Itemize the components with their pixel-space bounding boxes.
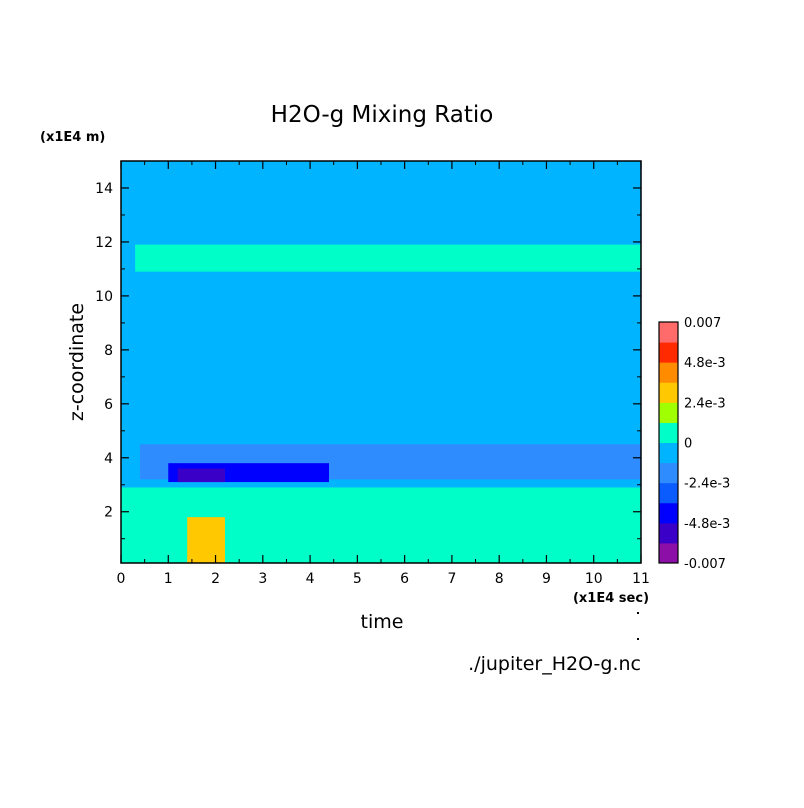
source-filename: ./jupiter_H2O-g.nc <box>468 653 641 675</box>
plot-area <box>120 160 642 564</box>
colorbar-label: -4.8e-3 <box>684 517 730 532</box>
x-tick-label: 6 <box>400 571 409 587</box>
colorbar-swatch <box>659 502 678 524</box>
x-tick-label: 0 <box>117 571 126 587</box>
colorbar-swatch <box>659 402 678 423</box>
colorbar-swatch <box>659 542 678 564</box>
colorbar-swatch <box>659 482 678 504</box>
y-axis-ticks: 2 4 6 8 10 12 14 <box>95 181 641 540</box>
colorbar-label: -0.007 <box>684 557 726 572</box>
colorbar-label: -2.4e-3 <box>684 477 730 492</box>
x-axis-label: time <box>361 611 404 633</box>
y-unit-label: (x1E4 m) <box>40 130 105 145</box>
x-tick-label: 11 <box>632 571 650 587</box>
x-tick-label: 7 <box>447 571 456 587</box>
field-region <box>187 517 225 563</box>
colorbar-swatch <box>659 362 678 383</box>
colorbar-swatch <box>659 462 678 484</box>
y-axis-label: z-coordinate <box>66 303 88 421</box>
colorbar: 0.007 4.8e-3 2.4e-3 0 -2.4e-3 -4.8e-3 -0.007 <box>658 316 730 572</box>
colorbar-label: 4.8e-3 <box>684 356 726 371</box>
y-tick-label: 2 <box>104 505 113 521</box>
colorbar-swatch <box>659 342 678 363</box>
y-tick-label: 6 <box>104 397 113 413</box>
x-tick-label: 10 <box>585 571 603 587</box>
x-tick-label: 1 <box>164 571 173 587</box>
y-tick-label: 4 <box>104 451 113 467</box>
colorbar-swatch <box>659 422 678 443</box>
colorbar-swatch <box>659 382 678 403</box>
colorbar-label: 2.4e-3 <box>684 396 726 411</box>
colorbar-swatch <box>659 442 678 464</box>
y-tick-label: 14 <box>95 181 113 197</box>
x-unit-label: (x1E4 sec) <box>573 591 649 606</box>
chart-title: H2O-g Mixing Ratio <box>271 102 494 128</box>
stray-marks <box>637 612 639 640</box>
x-tick-label: 3 <box>258 571 267 587</box>
colorbar-label: 0 <box>684 437 692 452</box>
y-tick-label: 8 <box>104 343 113 359</box>
colorbar-label: 0.007 <box>684 316 721 331</box>
x-axis-ticks: 0 1 2 3 4 5 6 7 8 9 10 11 <box>117 161 650 587</box>
x-tick-label: 2 <box>211 571 220 587</box>
field-region <box>135 244 641 272</box>
colorbar-frame <box>658 321 679 564</box>
field-region <box>177 468 225 483</box>
y-tick-label: 10 <box>95 289 113 305</box>
x-tick-label: 5 <box>353 571 362 587</box>
y-tick-label: 12 <box>95 235 113 251</box>
colorbar-swatch <box>659 322 678 343</box>
x-tick-label: 8 <box>495 571 504 587</box>
x-tick-label: 9 <box>542 571 551 587</box>
colorbar-swatch <box>659 522 678 544</box>
x-tick-label: 4 <box>306 571 315 587</box>
